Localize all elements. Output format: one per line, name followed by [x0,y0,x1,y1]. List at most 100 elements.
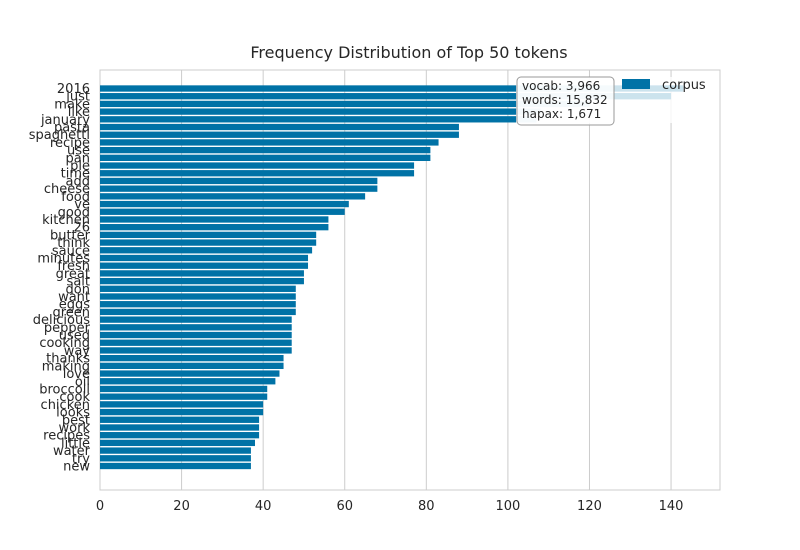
y-tick-label: ve [74,198,90,213]
y-tick-label: oil [75,375,90,390]
y-tick-label: work [59,421,91,436]
y-tick-label: add [66,174,90,189]
legend-label-corpus: corpus [662,78,706,93]
stat-vocab: vocab: 3,966 [522,79,600,93]
chart-title: Frequency Distribution of Top 50 tokens [250,43,567,62]
x-tick-label: 40 [255,499,272,514]
bar-cook [100,393,268,400]
bar-january [100,116,537,123]
bar-sauce [100,247,313,254]
x-tick-labels: 0 20 40 60 80 100 120 140 [96,499,684,514]
y-tick-label: pasta [54,121,90,136]
bar-spaghetti [100,131,459,138]
y-tick-label: ple [70,159,90,174]
bar-cheese [100,185,378,192]
bar-green [100,308,296,316]
bar-work [100,424,260,431]
legend-swatch [622,79,650,89]
y-tick-label: butter [50,228,91,243]
bar-good [100,208,345,215]
y-tick-label: like [68,105,90,120]
bar-2016 [100,85,684,92]
y-tick-label: love [63,367,90,382]
bar-recipes [100,432,260,439]
y-tick-label: sauce [52,244,90,259]
y-tick-label: pepper [44,321,91,336]
x-tick-label: 60 [336,499,353,514]
y-tick-label: way [64,344,91,359]
y-tick-label: pan [66,151,90,166]
bar-great [100,270,304,277]
y-tick-label: recipe [50,136,90,151]
y-tick-label: want [58,290,90,305]
stats-frame [516,76,615,126]
bar-kitchen [100,216,329,223]
bar-want [100,293,296,300]
y-tick-label: water [53,444,91,459]
bar-delicious [100,316,292,323]
x-tick-label: 0 [96,499,104,514]
bar-add [100,177,378,185]
x-tick-label: 80 [418,499,435,514]
bar-best [100,416,260,423]
y-tick-label: recipes [43,429,90,444]
y-tick-label: think [57,236,90,251]
y-tick-label: 26 [73,221,90,236]
bar-little [100,439,255,447]
bar-26 [100,224,329,231]
y-tick-label: just [65,90,90,105]
bar-love [100,370,280,377]
bar-ve [100,200,349,208]
y-tick-label: cooking [39,336,90,351]
bar-looks [100,408,264,416]
bar-pasta [100,123,459,131]
bar-pan [100,154,431,161]
y-tick-label: green [52,305,90,320]
y-tick-label: january [40,113,90,128]
y-tick-label: minutes [37,251,90,266]
bar-food [100,193,366,200]
y-tick-label: 2016 [57,82,90,97]
y-tick-label: best [62,413,90,428]
bar-like [100,108,541,115]
x-tick-label: 120 [577,499,602,514]
y-tick-label: thanks [46,352,90,367]
bar-oil [100,378,276,385]
y-tick-label: kitchen [42,213,90,228]
bar-eggs [100,301,296,308]
y-tick-label: food [61,190,90,205]
bar-way [100,347,292,354]
y-tick-labels: 2016justmakelikejanuarypastaspaghettirec… [29,82,91,475]
y-tick-label: don [66,282,90,297]
bar-salt [100,277,304,285]
y-tick-label: salt [67,275,90,290]
x-tick-label: 100 [495,499,520,514]
y-tick-label: new [63,460,90,475]
y-tick-label: try [72,452,90,467]
y-tick-label: little [61,436,90,451]
y-tick-label: spaghetti [29,128,90,143]
bar-butter [100,231,317,239]
y-tick-label: making [42,359,90,374]
bar-just [100,93,672,100]
bar-use [100,146,431,154]
bar-fresh [100,262,309,269]
bar-used [100,331,292,339]
bar-thanks [100,354,284,362]
y-tick-label: use [67,144,90,159]
stat-hapax: hapax: 1,671 [522,107,601,121]
y-tick-label: great [56,267,90,282]
bar-cooking [100,339,292,346]
y-tick-label: cook [59,390,90,405]
stat-words: words: 15,832 [522,93,608,107]
bar-minutes [100,254,309,262]
y-tick-label: cheese [44,182,90,197]
bars [100,85,684,470]
bar-recipe [100,139,439,146]
bar-think [100,239,317,246]
x-tick-label: 20 [173,499,190,514]
y-tick-label: broccoli [39,382,90,397]
y-tick-label: eggs [59,298,91,313]
y-tick-label: fresh [57,259,90,274]
